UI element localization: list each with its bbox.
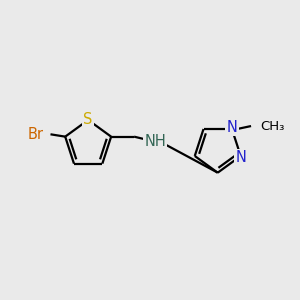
Text: N: N [235,150,246,165]
Text: Br: Br [28,127,44,142]
Text: N: N [226,120,237,135]
Text: CH₃: CH₃ [260,120,284,133]
Text: S: S [83,112,93,128]
Text: NH: NH [144,134,166,149]
